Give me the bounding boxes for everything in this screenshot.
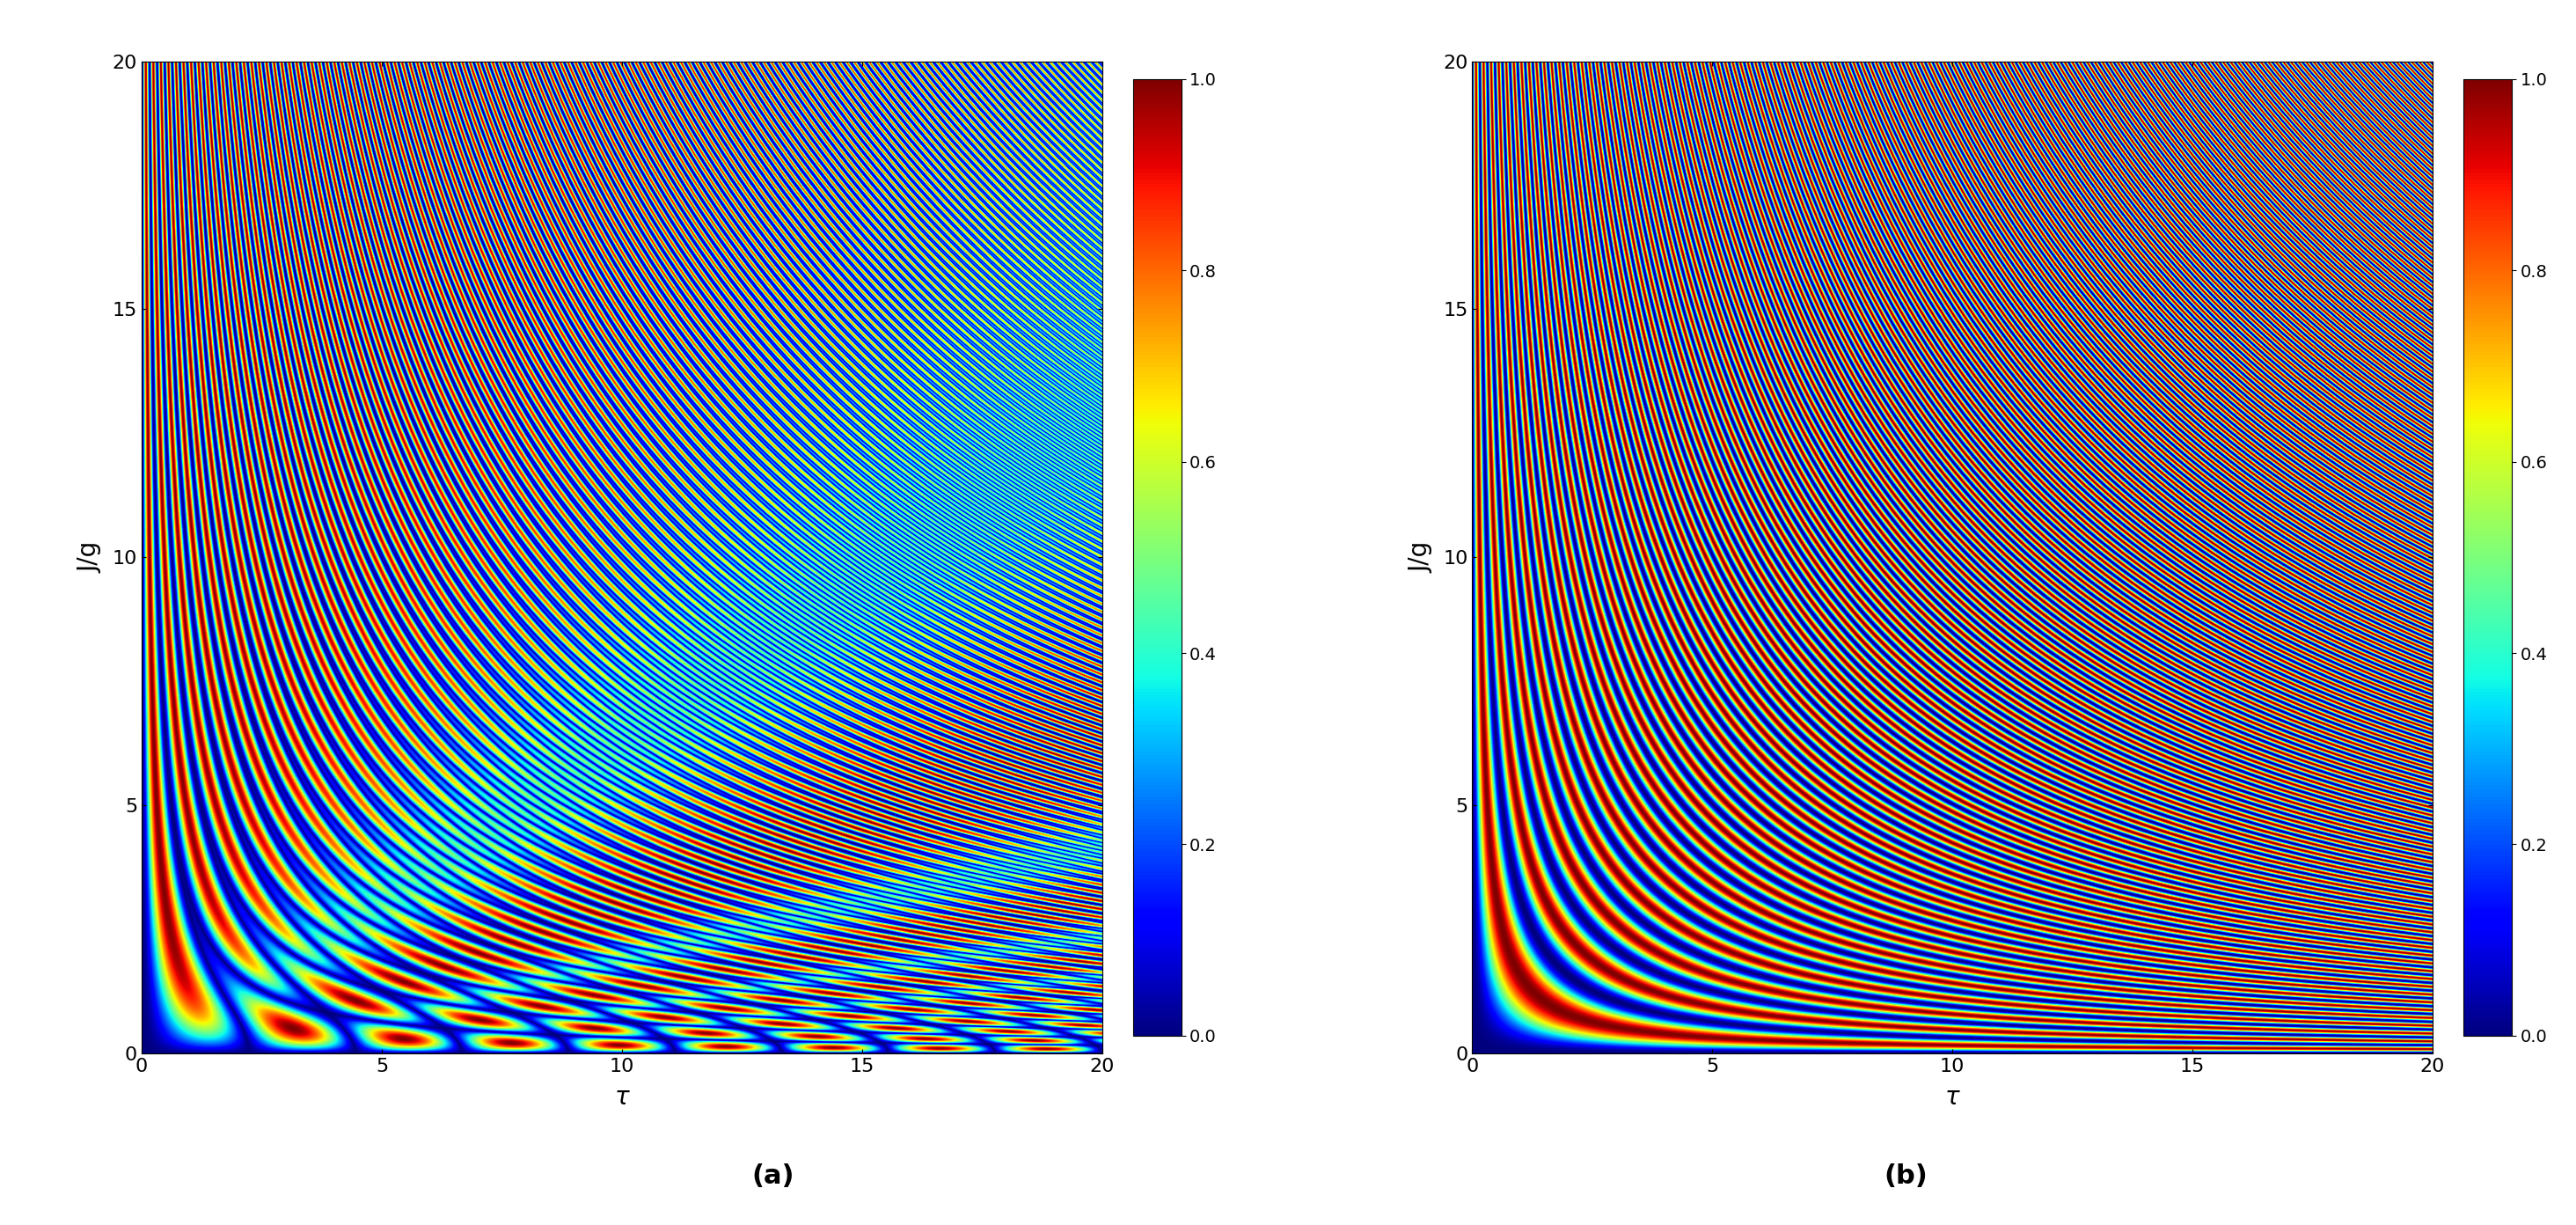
Text: (a): (a)	[752, 1164, 793, 1188]
Y-axis label: J/g: J/g	[77, 541, 103, 573]
Text: (b): (b)	[1886, 1164, 1927, 1188]
Y-axis label: J/g: J/g	[1409, 541, 1432, 573]
X-axis label: τ: τ	[1945, 1085, 1960, 1110]
X-axis label: τ: τ	[616, 1085, 629, 1110]
